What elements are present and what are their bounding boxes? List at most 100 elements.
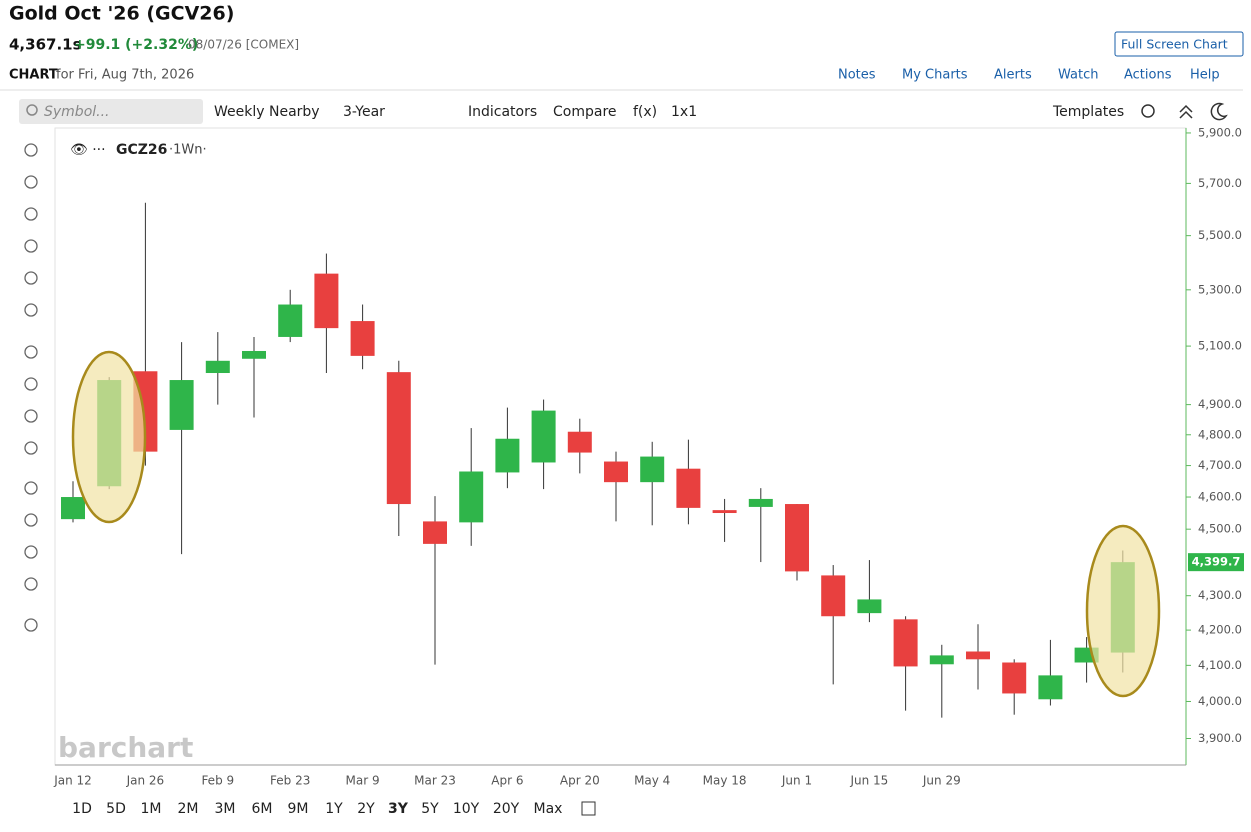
price: 4,367.1s [9,36,82,54]
y-tick-label: 5,100.0 [1198,339,1242,353]
tool-icon[interactable] [24,545,38,559]
tool-icon[interactable] [24,513,38,527]
candle-body [61,497,85,520]
toolbar-item[interactable]: f(x) [633,104,657,120]
y-tick-label: 4,000.0 [1198,694,1242,708]
candle-body [495,438,520,473]
candle-body [640,456,665,483]
tool-icon[interactable] [24,143,38,157]
candle-body [314,273,339,329]
theme-icon[interactable] [1210,102,1228,121]
candle-body [531,410,556,463]
y-tick-label: 5,500.0 [1198,228,1242,242]
symbol-placeholder[interactable]: Symbol... [44,104,110,120]
range-button[interactable]: 6M [252,801,273,817]
tool-icon[interactable] [24,441,38,455]
tool-icon[interactable] [24,409,38,423]
range-button[interactable]: 10Y [453,801,480,817]
tool-icon[interactable] [24,207,38,221]
candle-body [748,498,773,507]
tool-icon[interactable] [24,577,38,591]
nav-item[interactable]: Watch [1058,68,1098,83]
x-tick-label: Apr 20 [560,774,600,788]
range-button[interactable]: Max [534,801,563,817]
range-bar: 1D 5D 1M 2M 3M 6M 9M 1Y 2Y 3Y 5Y 10Y 20Y Max [72,801,562,817]
candle-body [929,655,954,665]
toolbar-item[interactable]: 3-Year [343,104,385,120]
tool-icon[interactable] [24,303,38,317]
tool-icon[interactable] [24,271,38,285]
x-tick-label: Mar 23 [414,774,456,788]
calendar-icon[interactable] [581,801,596,816]
y-tick-label: 4,500.0 [1198,522,1242,536]
range-button[interactable]: 5Y [421,801,439,817]
range-button[interactable]: 9M [288,801,309,817]
search-icon [26,104,38,116]
y-tick-label: 4,100.0 [1198,658,1242,672]
section: CHART [9,68,58,83]
tool-icon[interactable] [24,239,38,253]
range-button[interactable]: 5D [106,801,126,817]
range-button[interactable]: 3Y [388,801,409,817]
candle-body [857,599,882,614]
settings-icon[interactable] [1141,104,1155,118]
range-button[interactable]: 3M [215,801,236,817]
x-tick-label: May 4 [634,774,670,788]
candle-body [1002,662,1027,694]
candle-body [604,461,628,483]
x-tick-label: Feb 23 [270,774,310,788]
nav-item[interactable]: My Charts [902,68,968,83]
toolbar-item[interactable]: Compare [553,104,617,120]
toolbar-item[interactable]: 1x1 [671,104,697,120]
symbol-box[interactable] [19,99,203,124]
chart-date: for Fri, Aug 7th, 2026 [56,68,194,83]
candle-body [386,372,411,505]
range-button[interactable]: 1D [72,801,92,817]
x-tick-label: Jan 26 [126,774,165,788]
x-tick-label: Jun 15 [849,774,888,788]
plot: 3,900.0 4,000.0 4,100.0 4,200.0 4,300.0 4,500… [53,125,1244,788]
y-tick-label: 4,600.0 [1198,490,1242,504]
nav-item[interactable]: Actions [1124,68,1172,83]
x-tick-label: Jan 12 [53,774,92,788]
candle-body [676,468,701,508]
range-button[interactable]: 1M [141,801,162,817]
full-screen-button[interactable] [1114,31,1244,57]
left-toolbar [24,143,38,632]
tool-icon[interactable] [24,175,38,189]
legend-symbol: GCZ26 [116,142,167,158]
y-tick-label: 4,200.0 [1198,623,1242,637]
legend-icons[interactable]: 👁 ··· [70,142,106,158]
full-screen-label[interactable]: Full Screen Chart [1121,37,1228,52]
range-button[interactable]: 2M [178,801,199,817]
watermark: barchart [58,731,193,764]
tool-icon[interactable] [24,345,38,359]
legend-interval: ·1Wn· [169,143,207,158]
candle-body [459,471,484,523]
tool-icon[interactable] [24,618,38,632]
collapse-icon[interactable] [1179,104,1193,119]
y-tick-label: 4,900.0 [1198,397,1242,411]
candle-body [893,619,918,667]
candle-body [567,431,592,453]
tool-icon[interactable] [24,377,38,391]
range-button[interactable]: 2Y [357,801,375,817]
y-tick-label: 5,700.0 [1198,176,1242,190]
y-tick-label: 4,700.0 [1198,458,1242,472]
candle-body [966,651,990,660]
templates[interactable]: Templates [1052,104,1124,120]
candle-body [350,321,375,356]
toolbar-item[interactable]: Weekly Nearby [214,104,320,120]
nav-item[interactable]: Notes [838,68,876,83]
range-button[interactable]: 1Y [325,801,343,817]
range-button[interactable]: 20Y [493,801,520,817]
y-tick-label: 4,300.0 [1198,588,1242,602]
tool-icon[interactable] [24,481,38,495]
quote-date: 08/07/26 [COMEX] [188,38,299,52]
y-tick-label: 4,800.0 [1198,427,1242,441]
candle-body [278,304,303,337]
x-tick-label: Jun 1 [781,774,812,788]
toolbar-item[interactable]: Indicators [468,104,537,120]
nav-item[interactable]: Help [1190,68,1220,83]
nav-item[interactable]: Alerts [994,68,1032,83]
